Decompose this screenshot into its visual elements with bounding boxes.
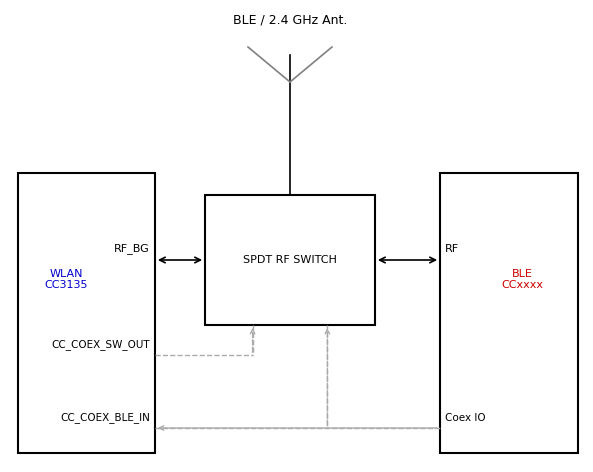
Text: BLE
CCxxxx: BLE CCxxxx (502, 269, 544, 290)
Text: RF_BG: RF_BG (114, 243, 150, 254)
Text: RF: RF (445, 244, 459, 254)
Text: WLAN
CC3135: WLAN CC3135 (44, 269, 88, 290)
Text: CC_COEX_SW_OUT: CC_COEX_SW_OUT (52, 339, 150, 350)
Text: CC_COEX_BLE_IN: CC_COEX_BLE_IN (60, 412, 150, 423)
Bar (18, 173, 155, 453)
Text: SPDT RF SWITCH: SPDT RF SWITCH (243, 255, 337, 265)
Text: BLE / 2.4 GHz Ant.: BLE / 2.4 GHz Ant. (233, 14, 347, 26)
Bar (440, 173, 578, 453)
Bar (205, 195, 375, 325)
Text: Coex IO: Coex IO (445, 413, 486, 423)
